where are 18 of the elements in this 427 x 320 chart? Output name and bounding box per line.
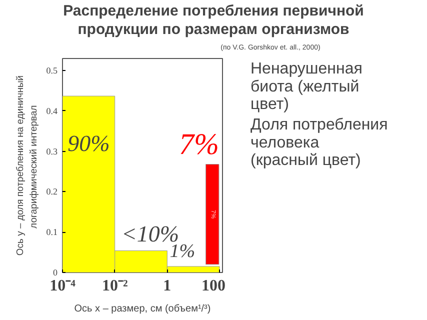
- chart-title: Распределение потребления первичной продукции по размерам организмов: [63, 2, 364, 38]
- annotation: 7%: [178, 128, 219, 162]
- text: Доля потребления человека (красный цвет): [250, 116, 388, 170]
- y-tick-label: 0.5: [46, 66, 58, 76]
- y-tick-label: 0: [53, 268, 58, 278]
- annotation: 1%: [170, 241, 196, 262]
- y-tick-label: 0.4: [46, 106, 58, 116]
- x-axis-title: Ось x – размер, см (объем¹/³): [74, 304, 211, 314]
- text: Ненарушенная биота (желтый цвет): [250, 60, 362, 114]
- y-axis-title: Ось y – доля потребления на единичный логарифмический интервал: [15, 75, 40, 256]
- annotation: 90%: [68, 131, 110, 156]
- x-tick-label: 10⁻⁴: [50, 278, 76, 294]
- y-tick-label: 0.3: [46, 146, 58, 156]
- x-tick-label: 10⁻²: [102, 278, 128, 294]
- x-tick-label: 1: [163, 278, 172, 294]
- y-tick-label: 0.1: [46, 227, 58, 238]
- y-tick-label: 0.2: [46, 186, 58, 197]
- x-tick-label: 100: [202, 278, 226, 294]
